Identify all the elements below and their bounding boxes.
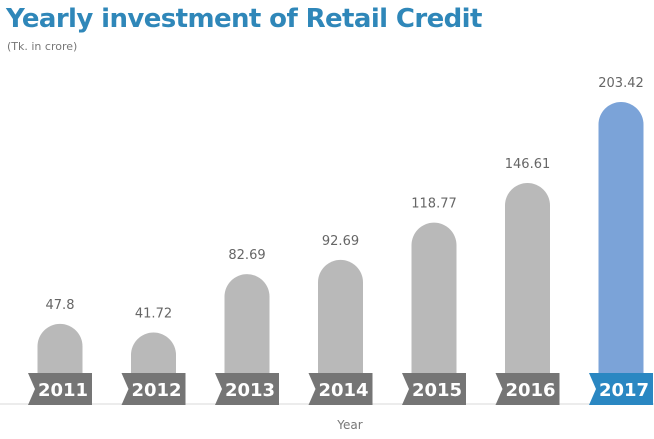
- tick-label-2013: 2013: [225, 380, 275, 401]
- chart-subtitle: (Tk. in crore): [7, 40, 78, 53]
- bar-group-2015: 2015 118.77: [402, 197, 466, 405]
- x-axis-label: Year: [336, 418, 362, 432]
- bar-group-2012: 2012 41.72: [121, 307, 186, 405]
- value-label-2012: 41.72: [135, 307, 172, 322]
- year-box-2017: [589, 373, 653, 405]
- tick-label-2015: 2015: [412, 380, 462, 401]
- year-box-2011: [28, 373, 92, 405]
- tick-label-2016: 2016: [505, 380, 555, 401]
- bar-group-2017: 2017 203.42: [589, 76, 653, 405]
- bar-2017: [598, 102, 644, 392]
- bar-group-2014: 2014 92.69: [308, 234, 373, 405]
- bar-2013: [224, 274, 270, 392]
- tick-label-2017: 2017: [599, 380, 649, 401]
- tick-label-2011: 2011: [38, 380, 88, 401]
- value-label-2017: 203.42: [598, 76, 644, 91]
- year-box-2013: [215, 373, 279, 405]
- tick-label-2012: 2012: [131, 380, 181, 401]
- year-box-2012: [121, 373, 186, 405]
- tick-label-2014: 2014: [318, 380, 368, 401]
- bar-2016: [505, 182, 550, 392]
- bar-group-2013: 2013 82.69: [215, 248, 279, 405]
- value-label-2015: 118.77: [411, 197, 457, 212]
- year-box-2016: [495, 373, 560, 405]
- year-box-2015: [402, 373, 466, 405]
- bar-2014: [318, 259, 363, 392]
- value-label-2014: 92.69: [322, 234, 359, 249]
- chart-title: Yearly investment of Retail Credit: [6, 4, 482, 34]
- bar-group-2016: 2016 146.61: [495, 157, 560, 405]
- year-box-2014: [308, 373, 373, 405]
- value-label-2016: 146.61: [505, 157, 551, 172]
- value-label-2013: 82.69: [228, 248, 265, 263]
- bar-group-2011: 2011 47.8: [28, 298, 92, 405]
- value-label-2011: 47.8: [46, 298, 75, 313]
- bars-layer: 2011 47.8 2012 41.72 2013 82.69 2014 92.69 2015 1…: [28, 76, 653, 405]
- bar-2015: [411, 222, 457, 392]
